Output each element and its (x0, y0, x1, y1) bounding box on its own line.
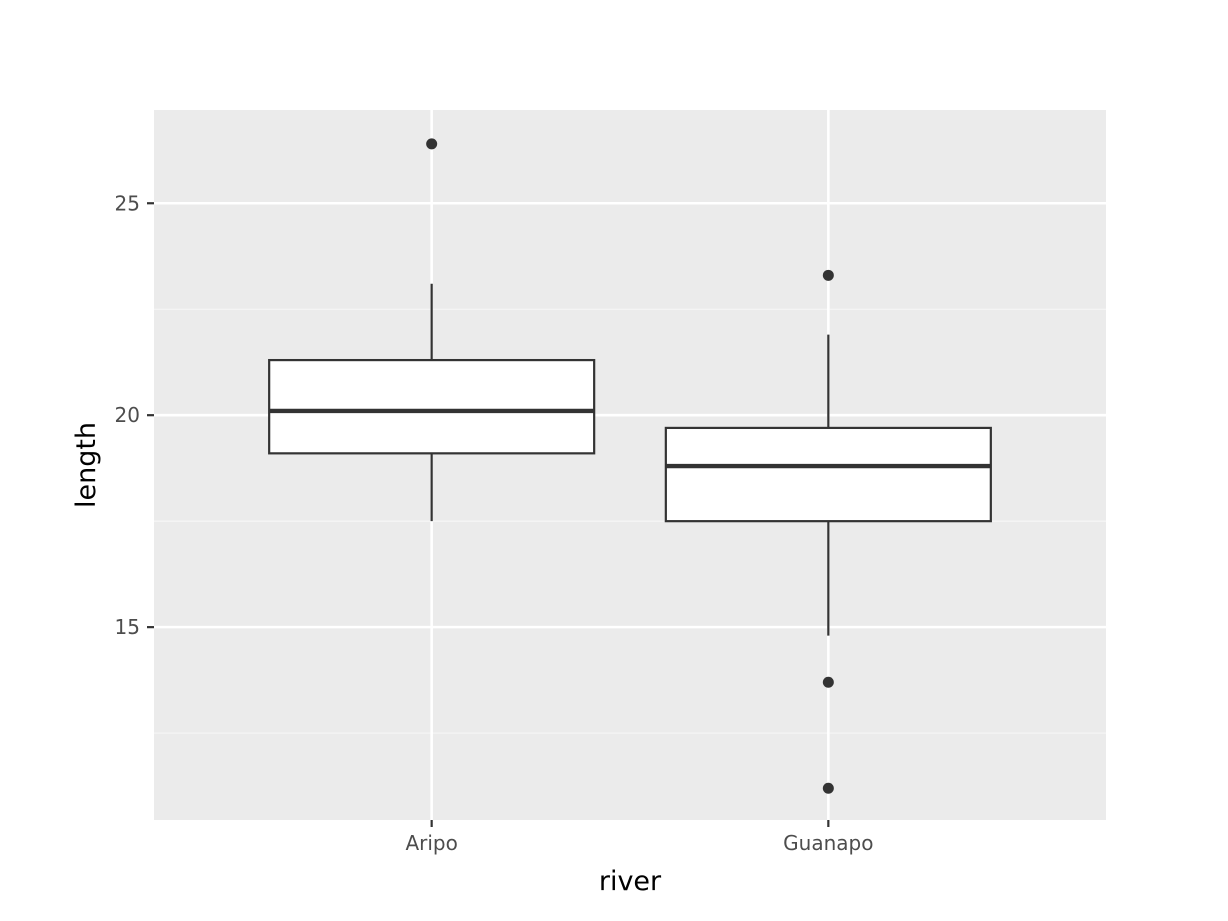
boxes-layer (268, 138, 992, 794)
grid-lines (154, 110, 1106, 820)
y-tick-label: 15 (115, 615, 140, 639)
x-axis-title: river (599, 866, 662, 897)
outlier-point (822, 676, 834, 688)
y-tick-label: 20 (115, 403, 140, 427)
box-aripo (268, 138, 596, 522)
axes-layer: 15 20 25 Aripo Guanapo (115, 191, 874, 855)
x-tick-label: Guanapo (783, 831, 873, 855)
y-axis-title: length (71, 422, 102, 508)
outlier-point (822, 269, 834, 281)
iqr-box (664, 426, 992, 523)
x-tick-label: Aripo (405, 831, 457, 855)
box-guanapo (664, 269, 992, 794)
outlier-point (426, 138, 438, 150)
iqr-box (268, 358, 596, 455)
y-tick-label: 25 (115, 191, 140, 215)
outlier-point (822, 782, 834, 794)
